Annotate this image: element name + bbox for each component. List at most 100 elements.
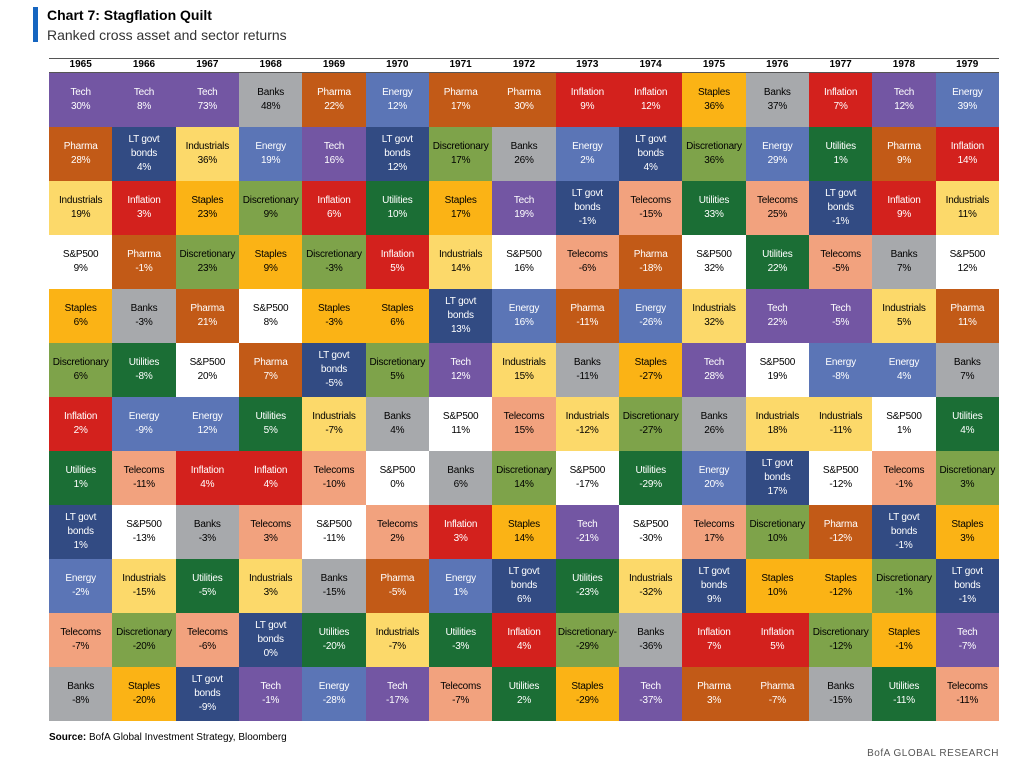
quilt-cell: Inflation 7% (682, 613, 746, 667)
cell-return-value: 32% (704, 263, 724, 274)
cell-return-value: 36% (704, 101, 724, 112)
cell-return-value: -17% (576, 479, 599, 490)
cell-return-value: 12% (450, 371, 471, 382)
quilt-cell: S&P500 32% (682, 235, 746, 289)
quilt-cell: Telecoms -7% (428, 667, 493, 721)
quilt-cell: Staples -12% (808, 559, 873, 613)
cell-asset-label: Pharma (633, 249, 668, 260)
cell-asset-label: Discretionary (432, 141, 489, 152)
quilt-cell: Tech 22% (745, 289, 809, 343)
cell-return-value: -15% (132, 587, 156, 598)
cell-return-value: 9% (263, 209, 278, 220)
quilt-cell: Telecoms 2% (365, 505, 429, 559)
cell-asset-label: Telecoms (947, 681, 988, 692)
cell-return-value: 9% (263, 263, 278, 274)
cell-asset-label: Banks (320, 573, 348, 584)
cell-return-value: 23% (197, 263, 218, 274)
quilt-cell: Industrials 32% (682, 289, 746, 343)
quilt-cell: Banks -15% (302, 559, 366, 613)
cell-asset-label: S&P500 (442, 411, 479, 422)
cell-asset-label: Inflation (570, 87, 604, 98)
quilt-cell: Utilities -29% (618, 451, 683, 505)
cell-asset-label: Energy (762, 141, 793, 152)
cell-asset-label: Discretionary- (557, 627, 617, 638)
cell-return-value: 36% (197, 155, 218, 166)
source-text: BofA Global Investment Strategy, Bloombe… (89, 732, 287, 743)
cell-asset-label: Industrials (185, 141, 230, 152)
quilt-cell: Staples 6% (365, 289, 429, 343)
quilt-cell: Energy 12% (365, 73, 429, 127)
cell-return-value: 16% (514, 317, 534, 328)
cell-return-value: -23% (576, 587, 599, 598)
cell-asset-label: Telecoms (503, 411, 545, 422)
cell-asset-label: Staples (444, 195, 477, 206)
cell-return-value: 14% (514, 479, 534, 490)
cell-asset-label: Telecoms (60, 627, 101, 638)
cell-return-value: -9% (135, 425, 153, 436)
quilt-cell: Industrials -7% (365, 613, 429, 667)
cell-return-value: -1% (832, 216, 850, 227)
cell-asset-label: Industrials (122, 573, 166, 584)
cell-asset-label: Utilities (128, 357, 160, 368)
cell-return-value: 22% (767, 317, 788, 328)
cell-return-value: 4% (136, 162, 152, 173)
cell-asset-label: Inflation (634, 87, 668, 98)
quilt-cell: Energy 19% (238, 127, 303, 181)
cell-return-value: 17% (450, 155, 471, 166)
cell-asset-label: Industrials (755, 411, 800, 422)
quilt-cell: S&P500 0% (365, 451, 429, 505)
cell-asset-label: Discretionary (369, 357, 426, 368)
cell-asset-label: Inflation (317, 195, 351, 206)
cell-asset-label: bonds (67, 526, 94, 537)
cell-return-value: -29% (639, 479, 662, 490)
year-label: 1976 (766, 59, 789, 70)
cell-return-value: -11% (956, 695, 979, 706)
cell-asset-label: Pharma (127, 249, 161, 260)
cell-asset-label: bonds (700, 580, 728, 591)
quilt-cell: Tech -7% (935, 613, 999, 667)
cell-asset-label: Pharma (760, 681, 795, 692)
cell-asset-label: Energy (952, 87, 983, 98)
cell-return-value: 26% (704, 425, 724, 436)
cell-asset-label: Banks (827, 681, 855, 692)
cell-asset-label: Pharma (507, 87, 541, 98)
quilt-cell: Industrials -12% (555, 397, 619, 451)
quilt-cell: Energy 12% (175, 397, 239, 451)
quilt-cell: Utilities 10% (365, 181, 429, 235)
quilt-cell: Pharma 17% (428, 73, 493, 127)
cell-asset-label: Staples (951, 519, 984, 530)
cell-return-value: 6% (73, 371, 88, 382)
cell-asset-label: LT govt (508, 566, 540, 577)
source-note: Source: BofA Global Investment Strategy,… (49, 732, 287, 743)
cell-return-value: -13% (132, 533, 156, 544)
year-label: 1969 (322, 59, 346, 70)
quilt-cell: LT govt bonds -1% (555, 181, 619, 235)
cell-return-value: 0% (390, 479, 405, 490)
cell-return-value: 11% (451, 425, 470, 436)
quilt-cell: Telecoms -5% (808, 235, 873, 289)
cell-asset-label: Tech (957, 627, 978, 638)
cell-asset-label: Banks (193, 519, 221, 530)
cell-return-value: 5% (770, 641, 785, 652)
cell-asset-label: S&P500 (759, 357, 796, 368)
cell-asset-label: Staples (254, 249, 287, 260)
cell-return-value: 13% (450, 324, 471, 335)
cell-asset-label: Tech (70, 87, 92, 98)
cell-return-value: -12% (829, 479, 852, 490)
quilt-cell: Tech -17% (365, 667, 429, 721)
quilt-cell: Tech -1% (238, 667, 303, 721)
quilt-cell: Tech -21% (555, 505, 619, 559)
quilt-cell: Tech 16% (302, 127, 366, 181)
quilt-cell: Discretionary- -29% (555, 613, 619, 667)
cell-asset-label: LT govt (128, 134, 160, 145)
cell-return-value: 28% (70, 155, 91, 166)
cell-return-value: -11% (323, 533, 345, 544)
quilt-cell: Banks -3% (175, 505, 239, 559)
year-label: 1971 (449, 59, 472, 70)
cell-asset-label: Inflation (697, 627, 731, 638)
quilt-cell: Tech 73% (175, 73, 239, 127)
cell-asset-label: Telecoms (377, 519, 418, 530)
quilt-cell: Inflation 3% (428, 505, 493, 559)
quilt-cell: Banks 26% (492, 127, 556, 181)
cell-return-value: 7% (833, 101, 848, 112)
